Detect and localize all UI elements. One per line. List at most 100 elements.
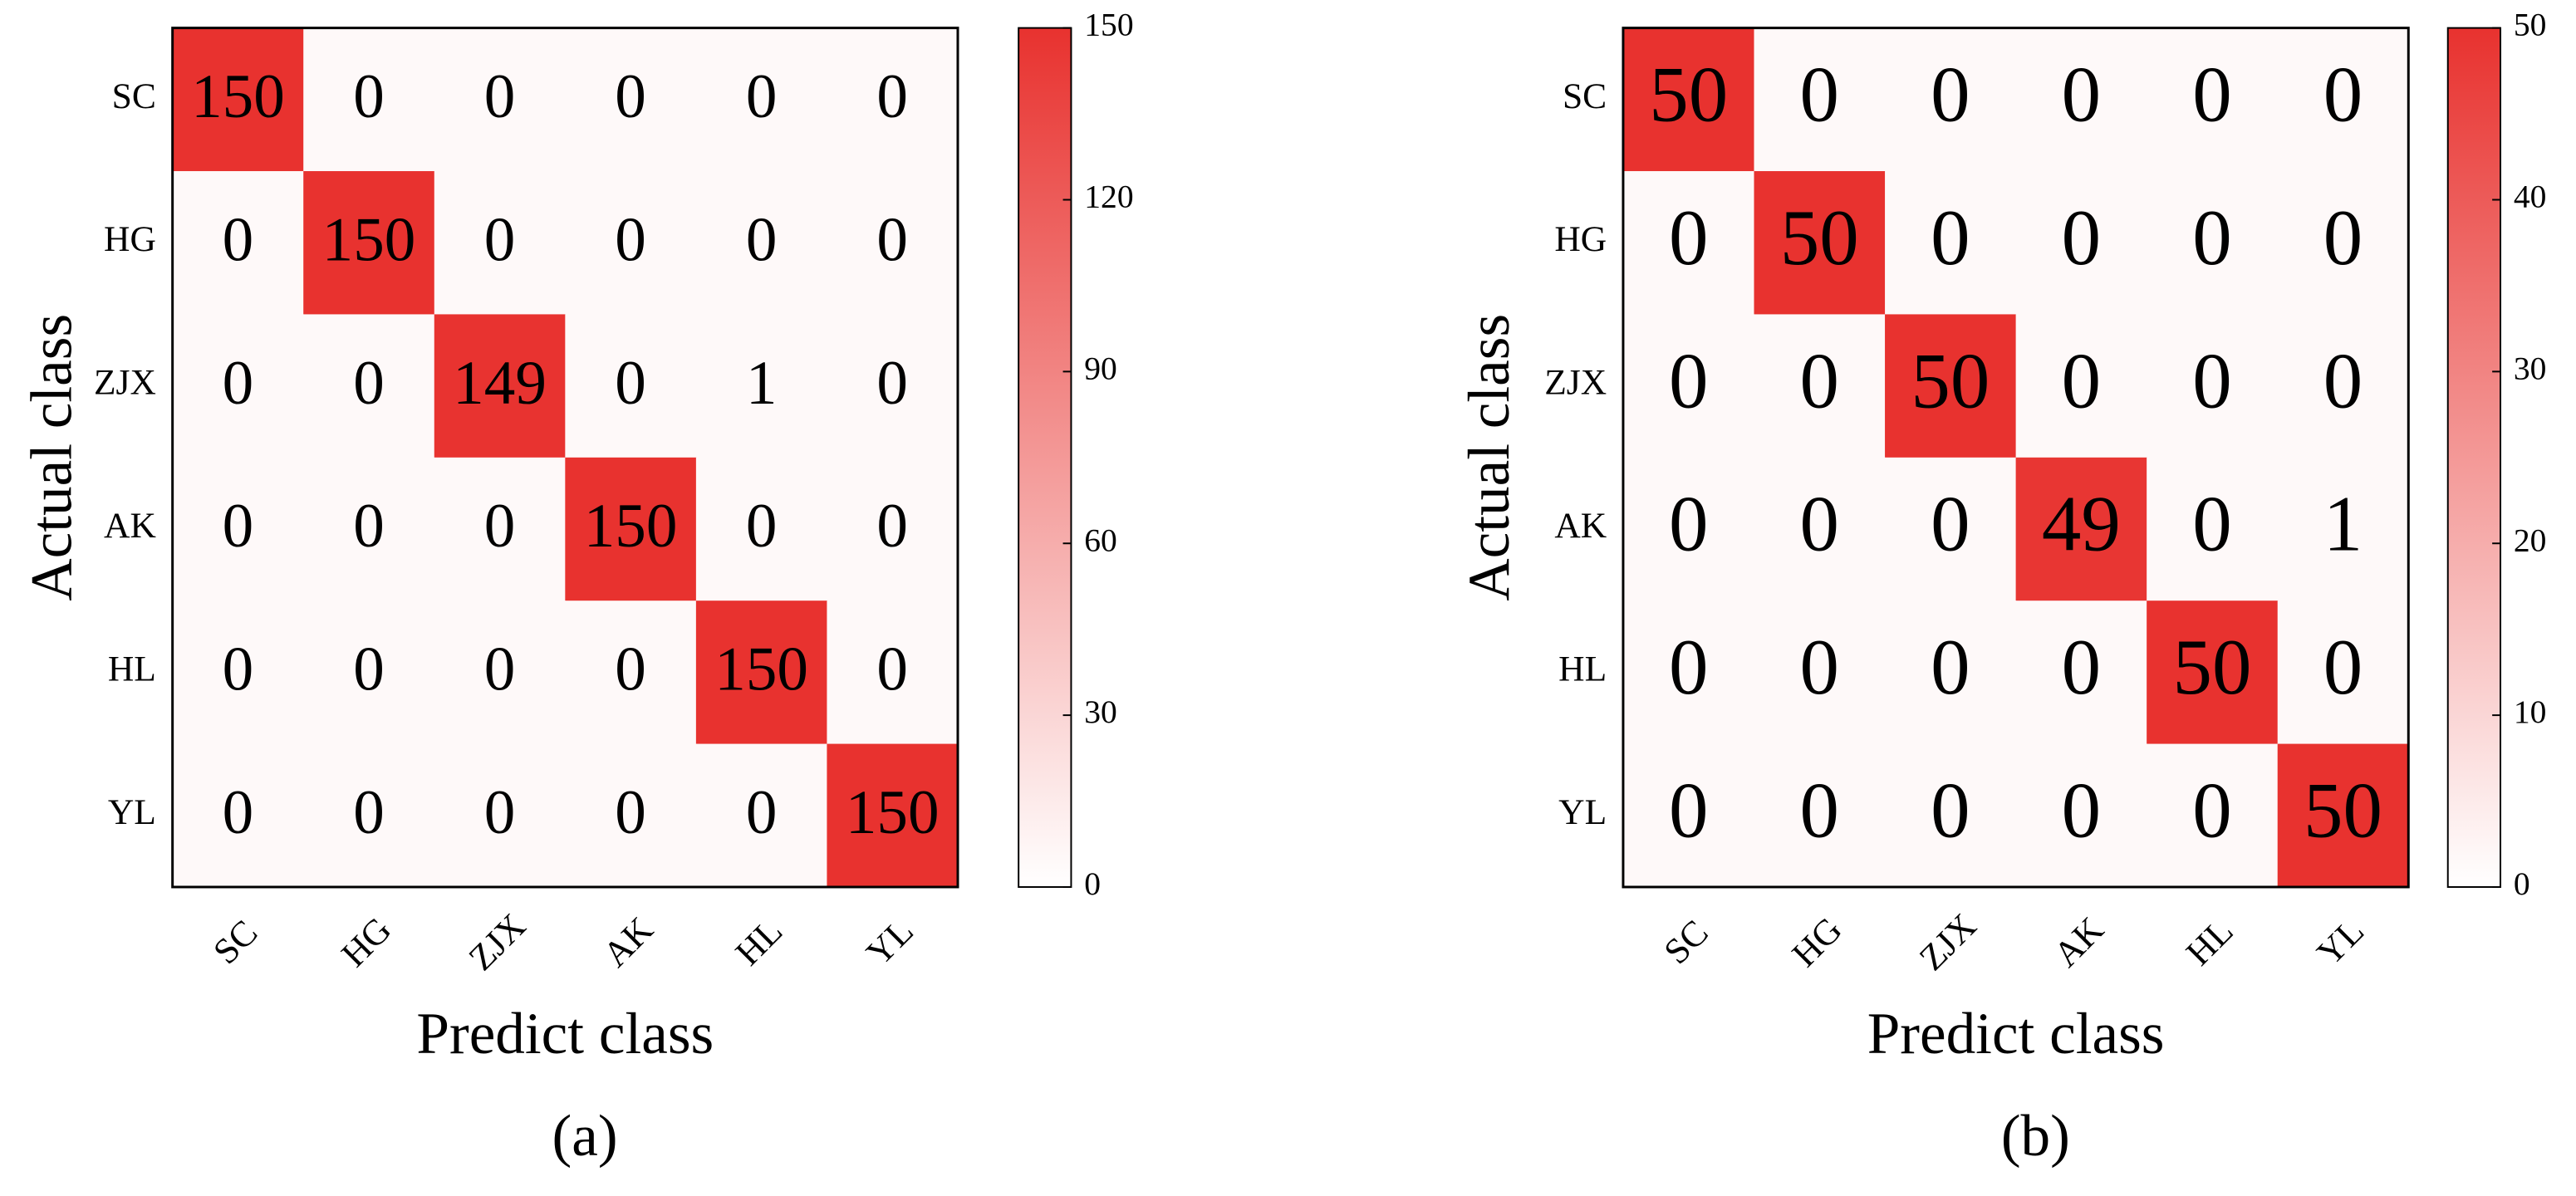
cell [303,314,435,458]
colorbar-tick-label: 10 [2514,694,2547,730]
cell [2015,171,2147,316]
cell [1754,27,1886,172]
cell-value: 0 [484,62,516,131]
cell-value: 0 [353,492,385,561]
cell [303,457,435,601]
cell-value: 0 [223,492,254,561]
cell-value: 0 [223,778,254,847]
cell [565,27,697,172]
cell-value: 0 [484,205,516,274]
cell-value: 0 [2192,336,2231,424]
cell [1622,314,1755,458]
cell-value: 0 [1800,623,1839,711]
cell [303,27,435,172]
cell-value: 0 [2323,51,2363,139]
cell [827,457,959,601]
cell [2015,27,2147,172]
cell [1754,314,1886,458]
x-tick-label: HL [728,911,790,973]
x-tick-label: YL [2309,911,2372,973]
cell-value: 0 [2192,194,2231,282]
cell-value: 0 [1931,194,1970,282]
cell-value: 0 [1931,51,1970,139]
colorbar-tick-label: 150 [1084,7,1133,43]
cell [827,27,959,172]
cell-value: 50 [1911,336,1990,424]
cell [695,171,828,316]
cell [827,600,959,745]
cell [2277,600,2409,745]
cell-value: 0 [2192,51,2231,139]
cell [172,314,304,458]
cell [695,27,828,172]
cell-value: 0 [2062,767,2101,855]
y-tick-label: SC [112,76,156,116]
colorbar-tick-label: 90 [1084,350,1117,386]
cell-value: 0 [223,635,254,704]
cell [2147,743,2279,888]
cell-value: 0 [615,349,646,418]
y-tick-label: SC [1563,76,1607,116]
cell-value: 0 [876,62,908,131]
cell [1885,743,2017,888]
x-tick-label: SC [1656,913,1716,973]
colorbar-tick-label: 30 [1084,694,1117,730]
x-tick-label: HG [1784,909,1849,974]
cell-value: 1 [2323,480,2363,568]
cell [1885,314,2017,458]
cell [1754,743,1886,888]
cell [2277,314,2409,458]
cell-value: 0 [484,778,516,847]
cell-value: 0 [1800,51,1839,139]
cell-value: 150 [322,205,416,274]
cell [172,27,304,172]
y-tick-label: YL [1558,792,1607,832]
plot-frame [171,27,959,889]
cell [2277,27,2409,172]
cell-value: 0 [1800,480,1839,568]
y-tick-label: HL [108,649,156,689]
cell-value: 0 [484,492,516,561]
colorbar-tick-label: 40 [2514,179,2547,215]
cell-value: 0 [2192,767,2231,855]
x-tick-label: HG [334,909,399,974]
x-axis-label: Predict class [1867,1002,2165,1066]
cell [172,171,304,316]
cell [565,600,697,745]
cell [1754,457,1886,601]
cell [1622,457,1755,601]
caption: (b) [2001,1104,2070,1169]
cell-value: 0 [876,492,908,561]
cell-value: 0 [484,635,516,704]
cell [172,743,304,888]
cell [172,457,304,601]
colorbar-tick-label: 20 [2514,522,2547,558]
cell [434,171,566,316]
cell [695,314,828,458]
cell [2277,457,2409,601]
cell [1754,600,1886,745]
cell-value: 0 [223,205,254,274]
cell-value: 50 [1649,51,1728,139]
cell [565,314,697,458]
cell [827,171,959,316]
colorbar-tick-label: 60 [1084,522,1117,558]
plot-frame [1622,27,2410,889]
cell [303,171,435,316]
cell-value: 0 [1669,767,1708,855]
cell-value: 50 [2172,623,2251,711]
caption: (a) [552,1104,618,1169]
colorbar-tick-label: 50 [2514,7,2547,43]
cell [434,600,566,745]
cell [434,314,566,458]
y-tick-label: AK [1554,506,1607,546]
cell [827,314,959,458]
colorbar [2446,27,2502,888]
cell-value: 0 [615,635,646,704]
colorbar-tick-label: 0 [1084,865,1101,902]
cell-value: 0 [615,778,646,847]
y-tick-label: HG [104,219,156,259]
cell-value: 0 [1669,480,1708,568]
